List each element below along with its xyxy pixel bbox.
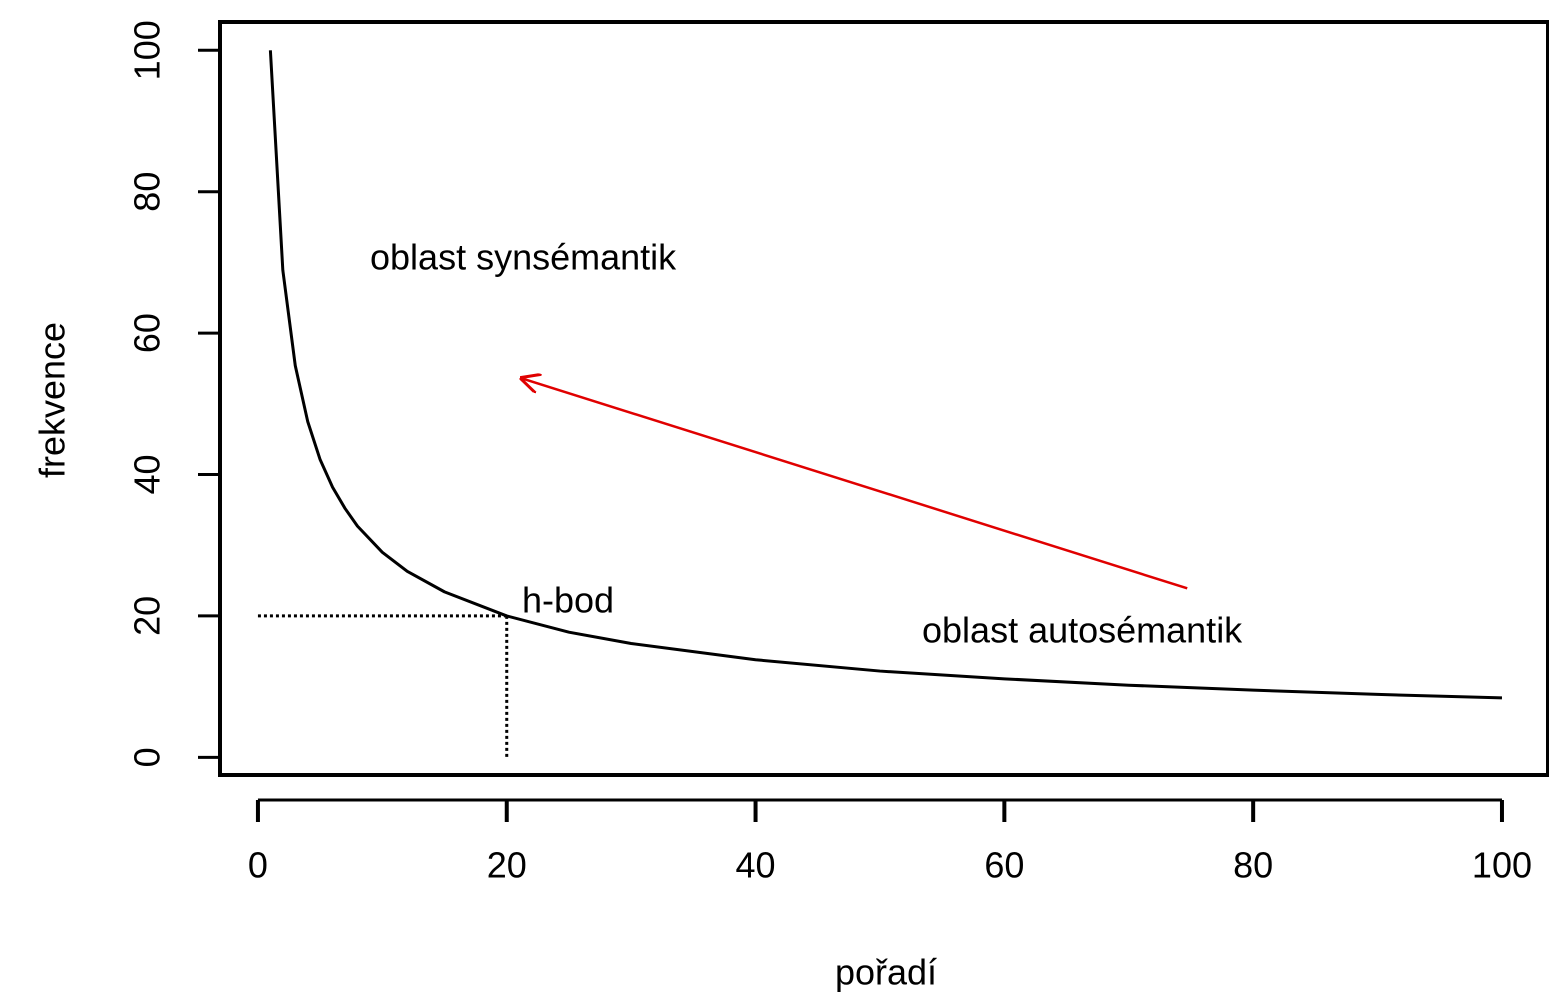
annotation: h-bod: [522, 580, 614, 621]
x-tick-label: 20: [487, 845, 527, 886]
x-tick-label: 60: [984, 845, 1024, 886]
arrow: [522, 378, 1188, 590]
y-tick-label: 80: [127, 172, 168, 212]
x-tick-label: 100: [1472, 845, 1532, 886]
line: [268, 50, 1503, 700]
annotation: oblast autosémantik: [922, 610, 1243, 651]
y-tick-label: 60: [127, 313, 168, 353]
x-tick-label: 0: [248, 845, 268, 886]
y-tick-label: 0: [127, 747, 168, 767]
y-tick-label: 100: [127, 20, 168, 80]
annotation: oblast synsémantik: [370, 237, 677, 278]
x-tick-label: 80: [1233, 845, 1273, 886]
x-tick-label: 40: [736, 845, 776, 886]
y-tick-label: 40: [127, 454, 168, 494]
y-axis-label: frekvence: [32, 322, 73, 478]
plot-frame: [218, 20, 1549, 777]
y-tick-label: 20: [127, 596, 168, 636]
x-axis-label: pořadí: [835, 952, 937, 993]
